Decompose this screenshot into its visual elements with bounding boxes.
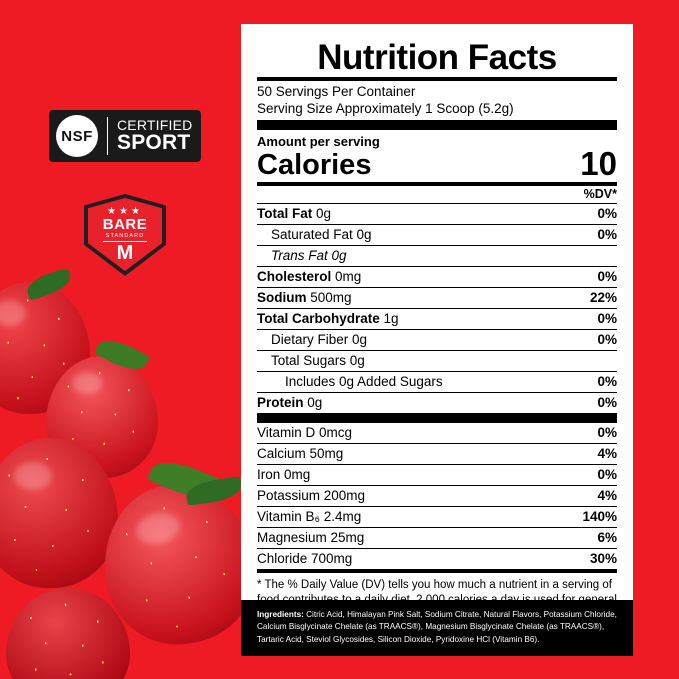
nutrient-rows: Total Fat 0g 0% Saturated Fat 0g 0% Trans Fa…	[257, 204, 617, 413]
nutrient-name: Sodium 500mg	[257, 290, 352, 306]
ingredients-block: Ingredients: Citric Acid, Himalayan Pink…	[241, 600, 633, 656]
badge-rule	[103, 241, 147, 242]
row-divider	[257, 286, 617, 288]
nutrient-row: Cholesterol 0mg 0%	[257, 267, 617, 287]
row-divider	[257, 244, 617, 246]
bare-monogram-icon: M	[116, 242, 134, 264]
micronutrient-row: Chloride 700mg 30%	[257, 549, 617, 569]
row-divider	[257, 265, 617, 267]
nutrient-daily-value: 0%	[597, 269, 617, 285]
micronutrient-daily-value: 140%	[582, 509, 617, 525]
bare-badge-sub: STANDARD	[105, 233, 145, 239]
bare-badge-word: BARE	[102, 216, 148, 233]
micronutrient-row: Vitamin D 0mcg 0%	[257, 423, 617, 443]
row-divider	[257, 484, 617, 486]
nutrient-name: Trans Fat 0g	[271, 248, 347, 264]
micronutrient-row: Magnesium 25mg 6%	[257, 528, 617, 548]
stars-icon: ★★★	[107, 206, 143, 217]
row-divider	[257, 463, 617, 465]
serving-size: Serving Size Approximately 1 Scoop (5.2g…	[257, 100, 514, 116]
badge-divider	[107, 117, 108, 155]
strawberry-photo	[0, 270, 250, 679]
row-divider	[257, 547, 617, 549]
micronutrient-row: Iron 0mg 0%	[257, 465, 617, 485]
nutrient-name: Total Fat 0g	[257, 206, 332, 222]
micronutrient-row: Vitamin B₆ 2.4mg 140%	[257, 507, 617, 527]
row-divider	[257, 370, 617, 372]
nutrition-facts-panel: Nutrition Facts 50 Servings Per Containe…	[241, 24, 633, 656]
nsf-badge-line2: SPORT	[117, 131, 191, 155]
nsf-logo-icon: NSF	[56, 115, 98, 157]
calories-label: Calories	[257, 148, 372, 181]
micronutrient-name: Potassium 200mg	[257, 488, 366, 504]
nsf-badge-line1: CERTIFIED	[117, 117, 193, 134]
micronutrient-name: Magnesium 25mg	[257, 530, 365, 546]
amount-per-serving-label: Amount per serving	[257, 133, 380, 149]
micronutrient-rows: Vitamin D 0mcg 0% Calcium 50mg 4% Iron 0mg 0%…	[257, 423, 617, 569]
strawberry	[0, 438, 118, 588]
nsf-certified-sport-badge: NSF CERTIFIED SPORT	[49, 110, 201, 162]
nutrient-name: Protein 0g	[257, 395, 323, 411]
micronutrient-name: Vitamin D 0mcg	[257, 425, 353, 441]
servings-per-container: 50 Servings Per Container	[257, 84, 416, 99]
nutrient-name: Cholesterol 0mg	[257, 269, 362, 285]
strawberry	[6, 588, 130, 679]
nutrient-daily-value: 0%	[597, 332, 617, 348]
row-divider	[257, 223, 617, 225]
nutrient-daily-value: 22%	[589, 290, 617, 306]
daily-value-header: %DV*	[583, 186, 617, 201]
row-divider	[257, 526, 617, 528]
nutrient-daily-value: 0%	[597, 311, 617, 327]
micronutrient-daily-value: 6%	[597, 530, 617, 546]
row-divider	[257, 349, 617, 351]
micronutrient-name: Chloride 700mg	[257, 551, 353, 567]
nutrient-row: Protein 0g 0%	[257, 393, 617, 413]
nutrition-facts-title: Nutrition Facts	[317, 38, 557, 77]
micronutrient-row: Calcium 50mg 4%	[257, 444, 617, 464]
ingredients-text: Citric Acid, Himalayan Pink Salt, Sodium…	[257, 610, 617, 644]
nutrient-daily-value: 0%	[597, 374, 617, 390]
micronutrient-daily-value: 4%	[597, 446, 617, 462]
row-divider	[257, 391, 617, 393]
calories-value: 10	[580, 144, 617, 182]
nutrient-row: Saturated Fat 0g 0%	[257, 225, 617, 245]
row-divider	[257, 505, 617, 507]
micronutrient-daily-value: 30%	[589, 551, 617, 567]
nutrient-name: Dietary Fiber 0g	[271, 332, 368, 348]
ingredients-label: Ingredients:	[257, 610, 304, 620]
nutrient-name: Includes 0g Added Sugars	[285, 374, 443, 390]
nutrient-daily-value: 0%	[597, 395, 617, 411]
nutrient-name: Total Carbohydrate 1g	[257, 311, 399, 327]
micronutrient-row: Potassium 200mg 4%	[257, 486, 617, 506]
row-divider	[257, 442, 617, 444]
row-divider	[257, 328, 617, 330]
nsf-badge-text: CERTIFIED SPORT	[117, 118, 192, 154]
nutrient-daily-value: 0%	[597, 206, 617, 222]
row-divider	[257, 307, 617, 309]
nutrient-row: Total Carbohydrate 1g 0%	[257, 309, 617, 329]
nutrient-row: Total Fat 0g 0%	[257, 204, 617, 224]
nutrient-row: Trans Fat 0g	[257, 246, 617, 266]
micronutrient-name: Vitamin B₆ 2.4mg	[257, 509, 362, 525]
micronutrient-name: Calcium 50mg	[257, 446, 344, 462]
nutrient-name: Saturated Fat 0g	[271, 227, 372, 243]
nutrient-name: Total Sugars 0g	[271, 353, 365, 369]
shield-inner: ★★★ BARE STANDARD M	[88, 198, 162, 271]
micronutrient-daily-value: 0%	[597, 425, 617, 441]
bare-standard-badge: ★★★ BARE STANDARD M	[84, 194, 166, 276]
nutrient-row: Includes 0g Added Sugars 0%	[257, 372, 617, 392]
micronutrient-daily-value: 4%	[597, 488, 617, 504]
nutrient-row: Sodium 500mg 22%	[257, 288, 617, 308]
nutrient-daily-value: 0%	[597, 227, 617, 243]
nutrient-row: Total Sugars 0g	[257, 351, 617, 371]
micronutrient-daily-value: 0%	[597, 467, 617, 483]
nutrient-row: Dietary Fiber 0g 0%	[257, 330, 617, 350]
micronutrient-name: Iron 0mg	[257, 467, 311, 483]
